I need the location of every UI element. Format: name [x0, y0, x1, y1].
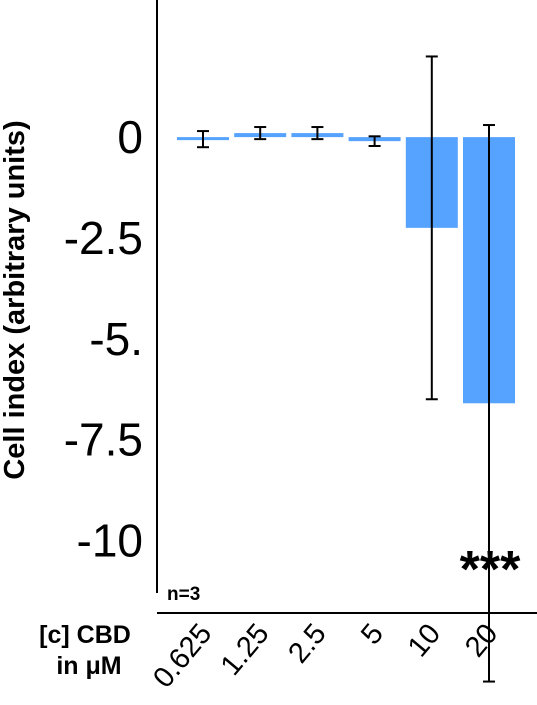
x-tick-label-5: 5 [355, 618, 390, 651]
x-tick-label-2.5: 2.5 [282, 618, 332, 669]
significance-marker: *** [460, 541, 521, 599]
y-tick-label: 0 [117, 111, 143, 163]
error-bar-20 [483, 124, 495, 683]
y-tick-label: -5. [89, 313, 143, 365]
x-tick-label-20: 20 [459, 618, 504, 663]
error-bar-2.5 [311, 126, 324, 141]
x-tick-label-1.25: 1.25 [215, 618, 276, 682]
y-tick-label: -10 [77, 514, 143, 566]
y-axis-label: Cell index (arbitrary units) [0, 120, 31, 479]
error-bar-0.625 [197, 130, 209, 149]
sample-size-annotation: n=3 [167, 584, 200, 605]
x-axis-label-line1: [c] CBD [39, 621, 131, 649]
y-tick-label: -7.5 [64, 414, 143, 466]
x-tick-label-0.625: 0.625 [147, 618, 218, 694]
error-bar-10 [425, 55, 438, 401]
y-tick-label: -2.5 [64, 212, 143, 264]
x-tick-label-10: 10 [402, 618, 447, 663]
error-bar-5 [368, 135, 381, 147]
error-bar-1.25 [254, 126, 267, 141]
x-axis-label-line2: in μM [56, 652, 121, 680]
